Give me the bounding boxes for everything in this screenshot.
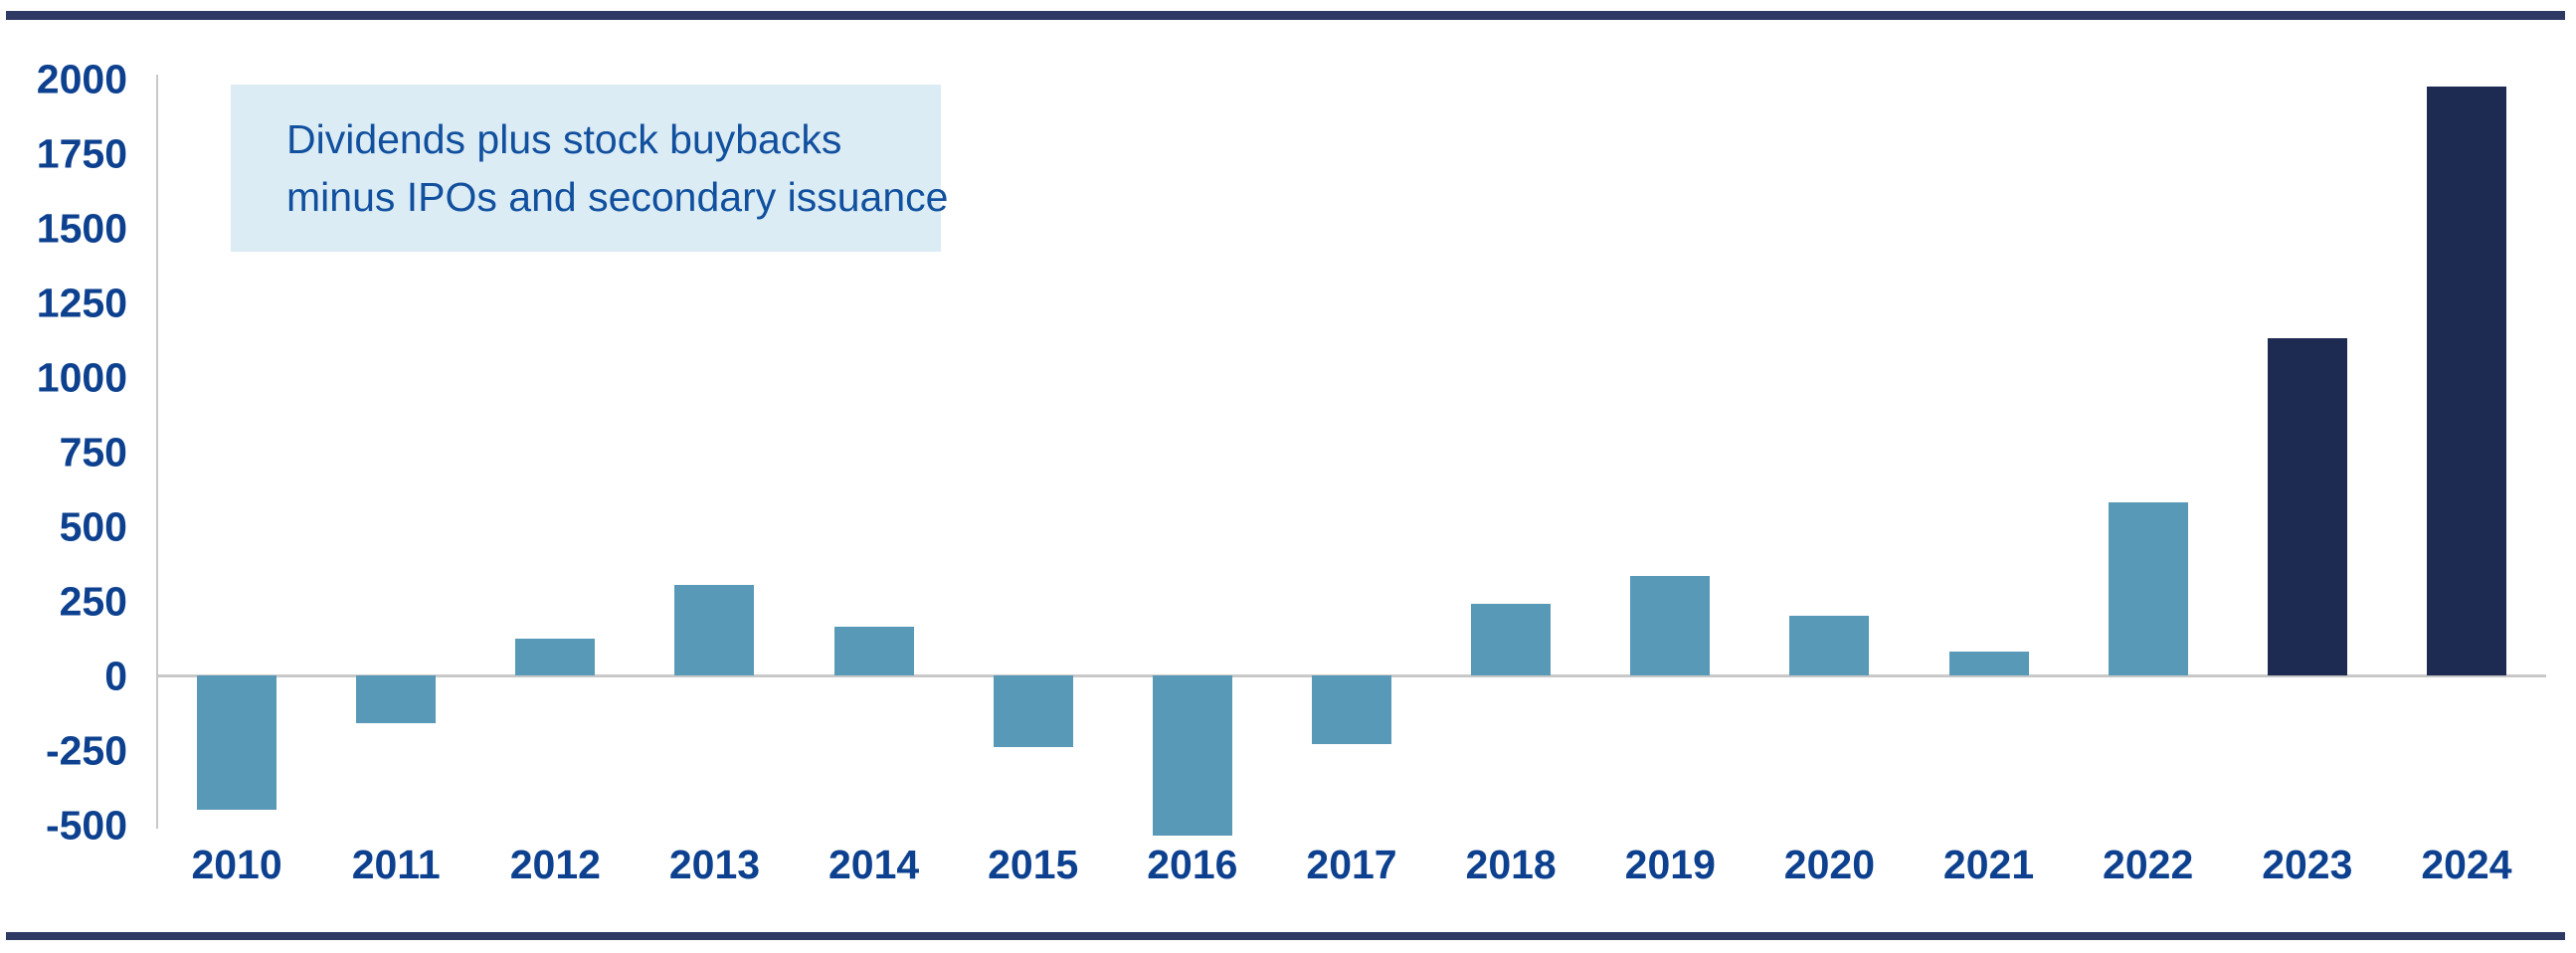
bar-2011 [356, 675, 437, 723]
y-tick-label: 1750 [36, 130, 127, 177]
x-tick-label-2021: 2021 [1942, 842, 2035, 887]
y-tick-label: 2000 [36, 56, 127, 102]
bar-2019 [1630, 575, 1711, 675]
x-tick-label-2018: 2018 [1465, 842, 1557, 887]
bar-2021 [1948, 652, 2029, 675]
annotation-line-2: minus IPOs and secondary issuance [286, 174, 949, 220]
y-tick-label: 0 [104, 653, 127, 699]
bar-2013 [674, 584, 755, 675]
top-rule [6, 11, 2565, 20]
x-tick-label-2013: 2013 [668, 842, 761, 887]
bar-2022 [2108, 502, 2188, 675]
bar-2014 [833, 626, 914, 675]
y-tick-label: 1500 [36, 205, 127, 252]
bar-2012 [515, 638, 596, 675]
x-tick-label-2017: 2017 [1306, 842, 1397, 887]
annotation-line-1: Dividends plus stock buybacks [286, 116, 842, 162]
bar-2023 [2267, 338, 2347, 675]
y-tick-label: -500 [45, 802, 127, 849]
bar-2016 [1152, 675, 1232, 836]
x-tick-label-2022: 2022 [2103, 842, 2194, 887]
x-tick-label-2010: 2010 [191, 842, 282, 887]
x-tick-label-2020: 2020 [1783, 842, 1875, 887]
x-tick-label-2016: 2016 [1147, 842, 1238, 887]
x-tick-label-2019: 2019 [1624, 842, 1716, 887]
bar-2018 [1471, 604, 1552, 675]
bar-2024 [2426, 86, 2506, 675]
y-tick-label: 750 [59, 429, 127, 476]
bottom-rule [6, 932, 2565, 940]
x-tick-label-2024: 2024 [2421, 842, 2512, 887]
x-tick-label-2023: 2023 [2262, 842, 2353, 887]
y-axis-line [156, 75, 158, 829]
x-tick-label-2011: 2011 [351, 842, 441, 887]
y-tick-label: 1250 [36, 280, 127, 326]
bar-2010 [197, 675, 277, 810]
x-tick-label-2015: 2015 [988, 842, 1079, 887]
y-tick-label: 500 [59, 503, 127, 550]
x-tick-label-2014: 2014 [828, 842, 920, 887]
x-tick-label-2012: 2012 [509, 842, 601, 887]
bar-2020 [1789, 616, 1870, 675]
bar-2015 [993, 675, 1073, 747]
bar-2017 [1312, 675, 1391, 744]
y-tick-label: 250 [59, 578, 127, 625]
y-tick-label: 1000 [36, 354, 127, 401]
y-tick-label: -250 [45, 727, 127, 774]
annotation-box: Dividends plus stock buybacks minus IPOs… [231, 85, 949, 252]
